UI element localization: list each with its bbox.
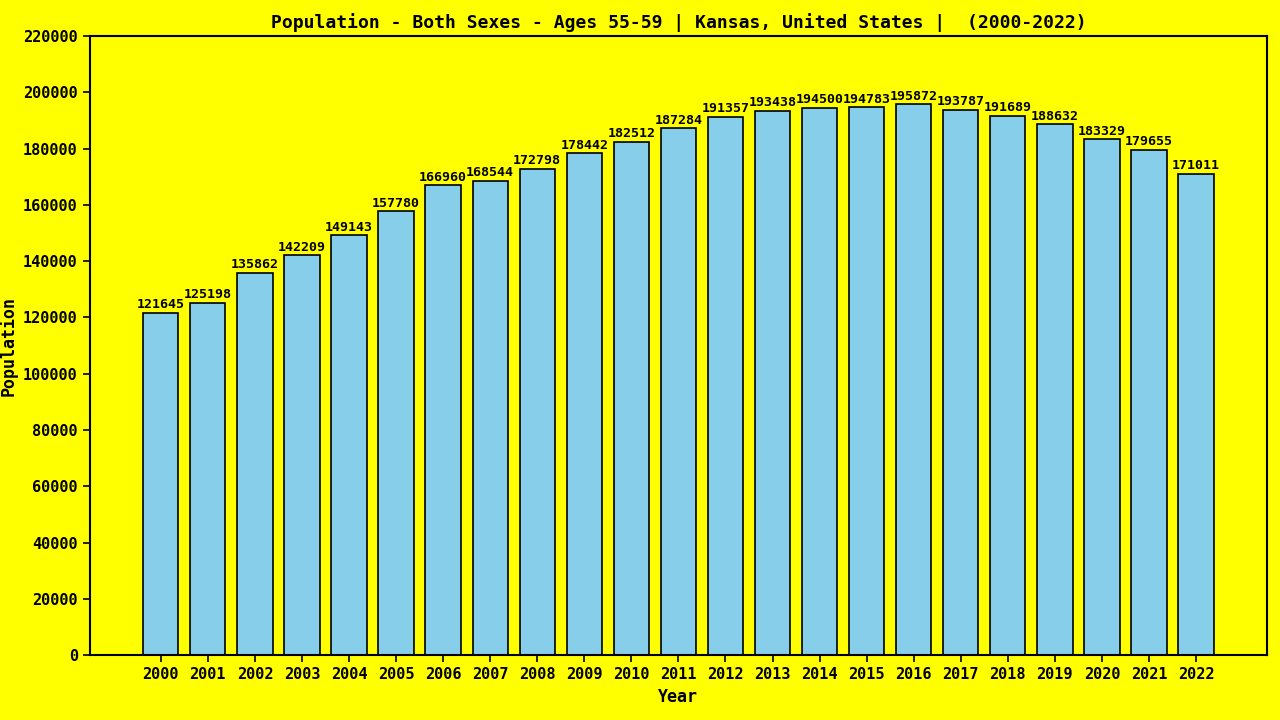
Text: 125198: 125198 [184, 289, 232, 302]
Text: 194783: 194783 [842, 93, 891, 106]
Bar [613, 142, 649, 655]
Bar [1132, 150, 1166, 655]
Bar [379, 211, 413, 655]
Bar [1037, 125, 1073, 655]
Text: 182512: 182512 [607, 127, 655, 140]
Text: 142209: 142209 [278, 240, 326, 253]
Title: Population - Both Sexes - Ages 55-59 | Kansas, United States |  (2000-2022): Population - Both Sexes - Ages 55-59 | K… [270, 13, 1087, 32]
Text: 195872: 195872 [890, 89, 938, 102]
Bar [849, 107, 884, 655]
Text: 166960: 166960 [419, 171, 467, 184]
Text: 187284: 187284 [654, 114, 703, 127]
Text: 193438: 193438 [749, 96, 796, 109]
Text: 168544: 168544 [466, 166, 515, 179]
Bar [567, 153, 602, 655]
Bar [943, 109, 978, 655]
Bar [896, 104, 932, 655]
Text: 149143: 149143 [325, 221, 372, 234]
Text: 157780: 157780 [372, 197, 420, 210]
Bar [803, 108, 837, 655]
Text: 191689: 191689 [984, 102, 1032, 114]
Bar [332, 235, 366, 655]
Text: 183329: 183329 [1078, 125, 1126, 138]
Y-axis label: Population: Population [0, 296, 18, 395]
Bar [1179, 174, 1213, 655]
Text: 188632: 188632 [1030, 110, 1079, 123]
Text: 178442: 178442 [561, 138, 608, 151]
Text: 179655: 179655 [1125, 135, 1172, 148]
X-axis label: Year: Year [658, 688, 699, 706]
Bar [237, 273, 273, 655]
Text: 191357: 191357 [701, 102, 750, 115]
Bar [143, 312, 178, 655]
Bar [520, 169, 554, 655]
Text: 121645: 121645 [137, 298, 184, 312]
Text: 194500: 194500 [796, 94, 844, 107]
Bar [708, 117, 744, 655]
Bar [472, 181, 508, 655]
Bar [1084, 139, 1120, 655]
Bar [425, 185, 461, 655]
Bar [191, 303, 225, 655]
Bar [991, 116, 1025, 655]
Bar [284, 255, 320, 655]
Bar [755, 111, 790, 655]
Text: 171011: 171011 [1172, 159, 1220, 173]
Text: 172798: 172798 [513, 155, 561, 168]
Bar [660, 128, 696, 655]
Text: 193787: 193787 [937, 95, 984, 109]
Text: 135862: 135862 [230, 258, 279, 271]
